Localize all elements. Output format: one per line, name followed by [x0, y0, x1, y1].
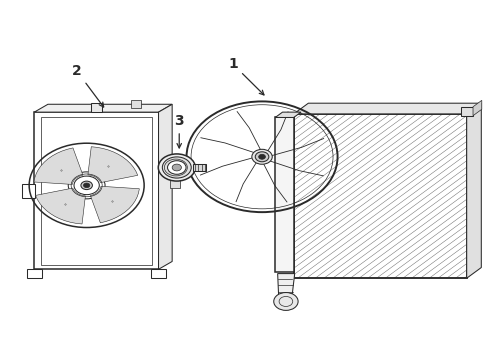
FancyBboxPatch shape [194, 164, 206, 171]
Circle shape [259, 154, 266, 159]
Polygon shape [34, 112, 159, 269]
FancyBboxPatch shape [170, 177, 180, 188]
Text: 1: 1 [228, 57, 264, 95]
Circle shape [274, 293, 298, 310]
Text: 2: 2 [72, 64, 104, 107]
FancyBboxPatch shape [27, 269, 42, 278]
FancyBboxPatch shape [151, 269, 166, 278]
FancyBboxPatch shape [91, 103, 102, 112]
Polygon shape [34, 104, 172, 112]
Circle shape [168, 161, 186, 174]
Circle shape [83, 183, 90, 188]
Polygon shape [41, 117, 152, 265]
FancyBboxPatch shape [22, 184, 35, 198]
Polygon shape [275, 117, 294, 272]
Polygon shape [159, 104, 172, 269]
Circle shape [81, 181, 93, 190]
Polygon shape [90, 186, 139, 223]
Polygon shape [88, 147, 138, 183]
Circle shape [255, 152, 269, 162]
Text: 3: 3 [174, 114, 184, 148]
Polygon shape [294, 114, 466, 278]
FancyBboxPatch shape [131, 100, 141, 108]
Circle shape [172, 164, 181, 171]
Polygon shape [36, 188, 85, 224]
Polygon shape [278, 274, 294, 307]
Polygon shape [466, 103, 481, 278]
Polygon shape [294, 103, 481, 114]
Polygon shape [473, 100, 482, 116]
Circle shape [158, 154, 196, 181]
Circle shape [252, 149, 272, 164]
Bar [294, 114, 466, 278]
FancyBboxPatch shape [461, 107, 473, 116]
Polygon shape [34, 148, 83, 184]
Circle shape [162, 157, 191, 178]
Polygon shape [275, 112, 301, 117]
